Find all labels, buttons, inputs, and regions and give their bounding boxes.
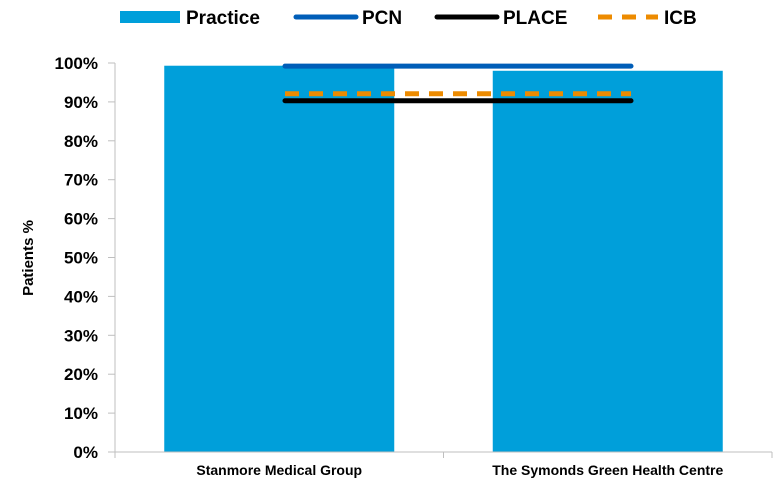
legend-item-icb: ICB	[598, 8, 697, 29]
legend-item-pcn: PCN	[293, 8, 402, 29]
y-axis-title: Patients %	[20, 220, 37, 296]
legend-item-practice: Practice	[120, 8, 260, 29]
reference-lines	[282, 63, 634, 104]
y-tick-label: 70%	[64, 171, 98, 190]
y-tick-label: 50%	[64, 249, 98, 268]
bar-2	[492, 70, 723, 452]
y-tick-label: 20%	[64, 365, 98, 384]
y-tick-label: 10%	[64, 404, 98, 423]
bar-1	[164, 65, 395, 453]
y-tick-label: 40%	[64, 287, 98, 306]
y-tick-label: 90%	[64, 93, 98, 112]
legend-swatch	[120, 11, 180, 23]
y-axis: 0% 10% 20% 30% 40% 50% 60% 70% 80% 90% 100%	[55, 54, 116, 462]
legend-label: ICB	[664, 8, 697, 29]
legend: Practice PCN PLACE ICB	[120, 8, 697, 29]
y-tick-label: 80%	[64, 132, 98, 151]
legend-item-place: PLACE	[434, 8, 567, 29]
legend-label: Practice	[186, 8, 260, 29]
y-tick-label: 30%	[64, 326, 98, 345]
y-tick-label: 60%	[64, 210, 98, 229]
y-tick-label: 0%	[73, 443, 98, 462]
y-tick-label: 100%	[55, 54, 98, 73]
category-label: Stanmore Medical Group	[196, 462, 362, 478]
category-label: The Symonds Green Health Centre	[492, 462, 723, 478]
x-axis: Stanmore Medical Group The Symonds Green …	[114, 451, 773, 478]
bars	[164, 65, 723, 453]
legend-label: PCN	[362, 8, 402, 29]
legend-label: PLACE	[503, 8, 567, 29]
